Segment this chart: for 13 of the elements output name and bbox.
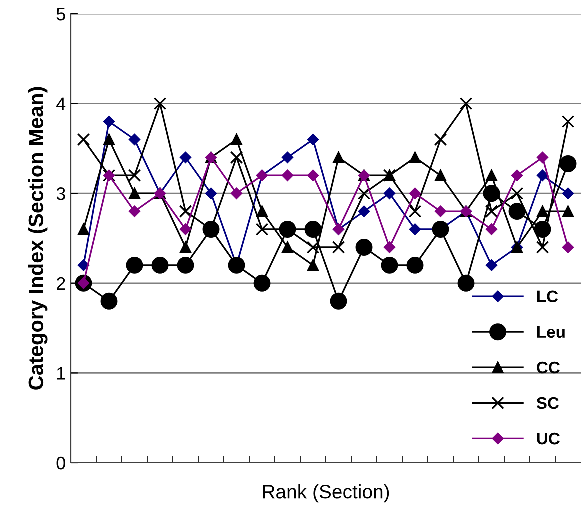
x-axis-title: Rank (Section)	[263, 484, 390, 503]
y-tick-label: 5	[56, 8, 66, 21]
y-axis-title: Category Index (Section Mean)	[28, 87, 48, 390]
y-tick-label: 2	[57, 277, 66, 290]
legend-label: LC	[537, 290, 558, 303]
legend-label: Leu	[537, 326, 565, 338]
legend-label: SC	[536, 397, 560, 410]
y-tick-label: 0	[56, 456, 66, 470]
y-tick-label: 1	[57, 367, 66, 380]
y-tick-label: 4	[56, 98, 66, 110]
y-tick-label: 3	[56, 188, 66, 200]
legend-label: UC	[537, 432, 560, 445]
legend-label: CC	[537, 362, 560, 374]
